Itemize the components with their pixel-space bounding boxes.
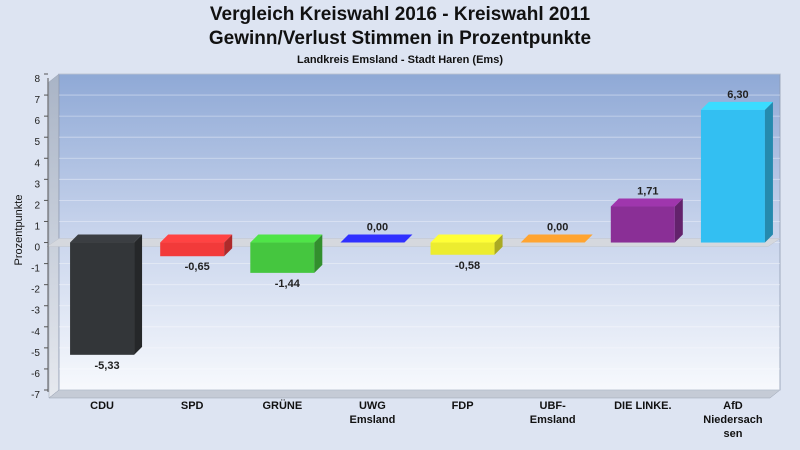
bar [700, 101, 773, 243]
bar-side [134, 234, 143, 355]
y-tick-label: -5 [31, 348, 40, 359]
y-tick-label: 6 [34, 116, 40, 127]
bar-value-label: -0,58 [455, 260, 480, 272]
bar-top [430, 234, 503, 243]
label-layer: 8 7 6 5 4 3 2 1 0 -1 -2 -3 -4 -5 -6 -7 Prozentpunkte -5,3… [13, 74, 763, 440]
x-tick-label: UWG Emsland [350, 400, 396, 426]
bar [340, 234, 413, 243]
x-tick-label-line: Niedersach [703, 414, 763, 426]
x-tick-label: GRÜNE [262, 399, 302, 412]
bar-front [610, 206, 675, 243]
y-tick-label: -1 [31, 264, 40, 275]
bar-front [70, 242, 135, 355]
bar [520, 234, 593, 243]
bar [70, 234, 143, 355]
chart-title: Vergleich Kreiswahl 2016 - Kreiswahl 201… [209, 4, 591, 25]
bar-side [224, 234, 233, 257]
x-tick-label: FDP [452, 400, 474, 412]
y-tick-label: -4 [31, 327, 40, 338]
bar-value-label: 0,00 [547, 222, 568, 234]
y-tick-label: 2 [34, 200, 40, 211]
bar-top [250, 234, 323, 243]
bar-side [494, 234, 503, 255]
x-tick-label-line: DIE LINKE. [614, 400, 671, 412]
y-tick-label: -7 [31, 390, 40, 401]
x-tick-label-line: Emsland [350, 414, 396, 426]
bar-front [160, 242, 225, 257]
bar-top [520, 234, 593, 243]
bar-value-label: 1,71 [637, 186, 658, 198]
y-tick-label: 8 [34, 74, 40, 85]
x-tick-label-line: UWG [359, 400, 386, 412]
y-tick-label: 5 [34, 137, 40, 148]
y-axis-title: Prozentpunkte [13, 195, 25, 266]
x-tick-label-line: sen [723, 428, 742, 440]
x-tick-label: CDU [90, 400, 114, 412]
bar-value-label: 0,00 [367, 222, 388, 234]
x-tick-label-line: AfD [723, 400, 743, 412]
x-tick-label: DIE LINKE. [614, 400, 671, 412]
bar-top [70, 234, 143, 243]
bar-value-label: -1,44 [275, 278, 301, 290]
x-tick-label-line: UBF- [540, 400, 567, 412]
bar-front [250, 242, 315, 273]
x-tick-label-line: FDP [452, 400, 474, 412]
x-tick-label-line: GRÜNE [262, 399, 302, 412]
x-tick-label: AfD Niedersach sen [703, 400, 763, 440]
bar-side [314, 234, 323, 273]
plot-floor [48, 389, 781, 399]
bar-layer [70, 101, 773, 355]
chart-subtitle: Gewinn/Verlust Stimmen in Prozentpunkte [208, 28, 592, 49]
bar [160, 234, 233, 257]
bar [250, 234, 323, 273]
bar-value-label: 6,30 [727, 89, 748, 101]
x-tick-label-line: CDU [90, 400, 114, 412]
bar-side [674, 198, 683, 243]
x-tick-label-line: SPD [181, 400, 204, 412]
y-tick-label: -2 [31, 285, 40, 296]
y-tick-label: 7 [34, 95, 40, 106]
bar [430, 234, 503, 255]
y-tick-label: -6 [31, 369, 40, 380]
y-tick-label: 3 [34, 179, 40, 190]
x-tick-label: UBF- Emsland [530, 400, 576, 426]
bar-side [764, 101, 773, 243]
x-tick-label-line: Emsland [530, 414, 576, 426]
bar-top [160, 234, 233, 243]
bar [610, 198, 683, 243]
bar-value-label: -5,33 [95, 360, 120, 372]
y-tick-label: 0 [34, 243, 40, 254]
bar-top [610, 198, 683, 207]
plot-wall [48, 73, 60, 399]
y-tick-label: 1 [34, 221, 40, 232]
chart-caption: Landkreis Emsland - Stadt Haren (Ems) [297, 54, 503, 66]
bar-front [430, 242, 495, 255]
bar-top [700, 101, 773, 110]
y-tick-label: -3 [31, 306, 40, 317]
x-tick-label: SPD [181, 400, 204, 412]
bar-front [700, 109, 765, 243]
y-tick-label: 4 [34, 158, 40, 169]
bar-value-label: -0,65 [185, 261, 210, 273]
bar-top [340, 234, 413, 243]
